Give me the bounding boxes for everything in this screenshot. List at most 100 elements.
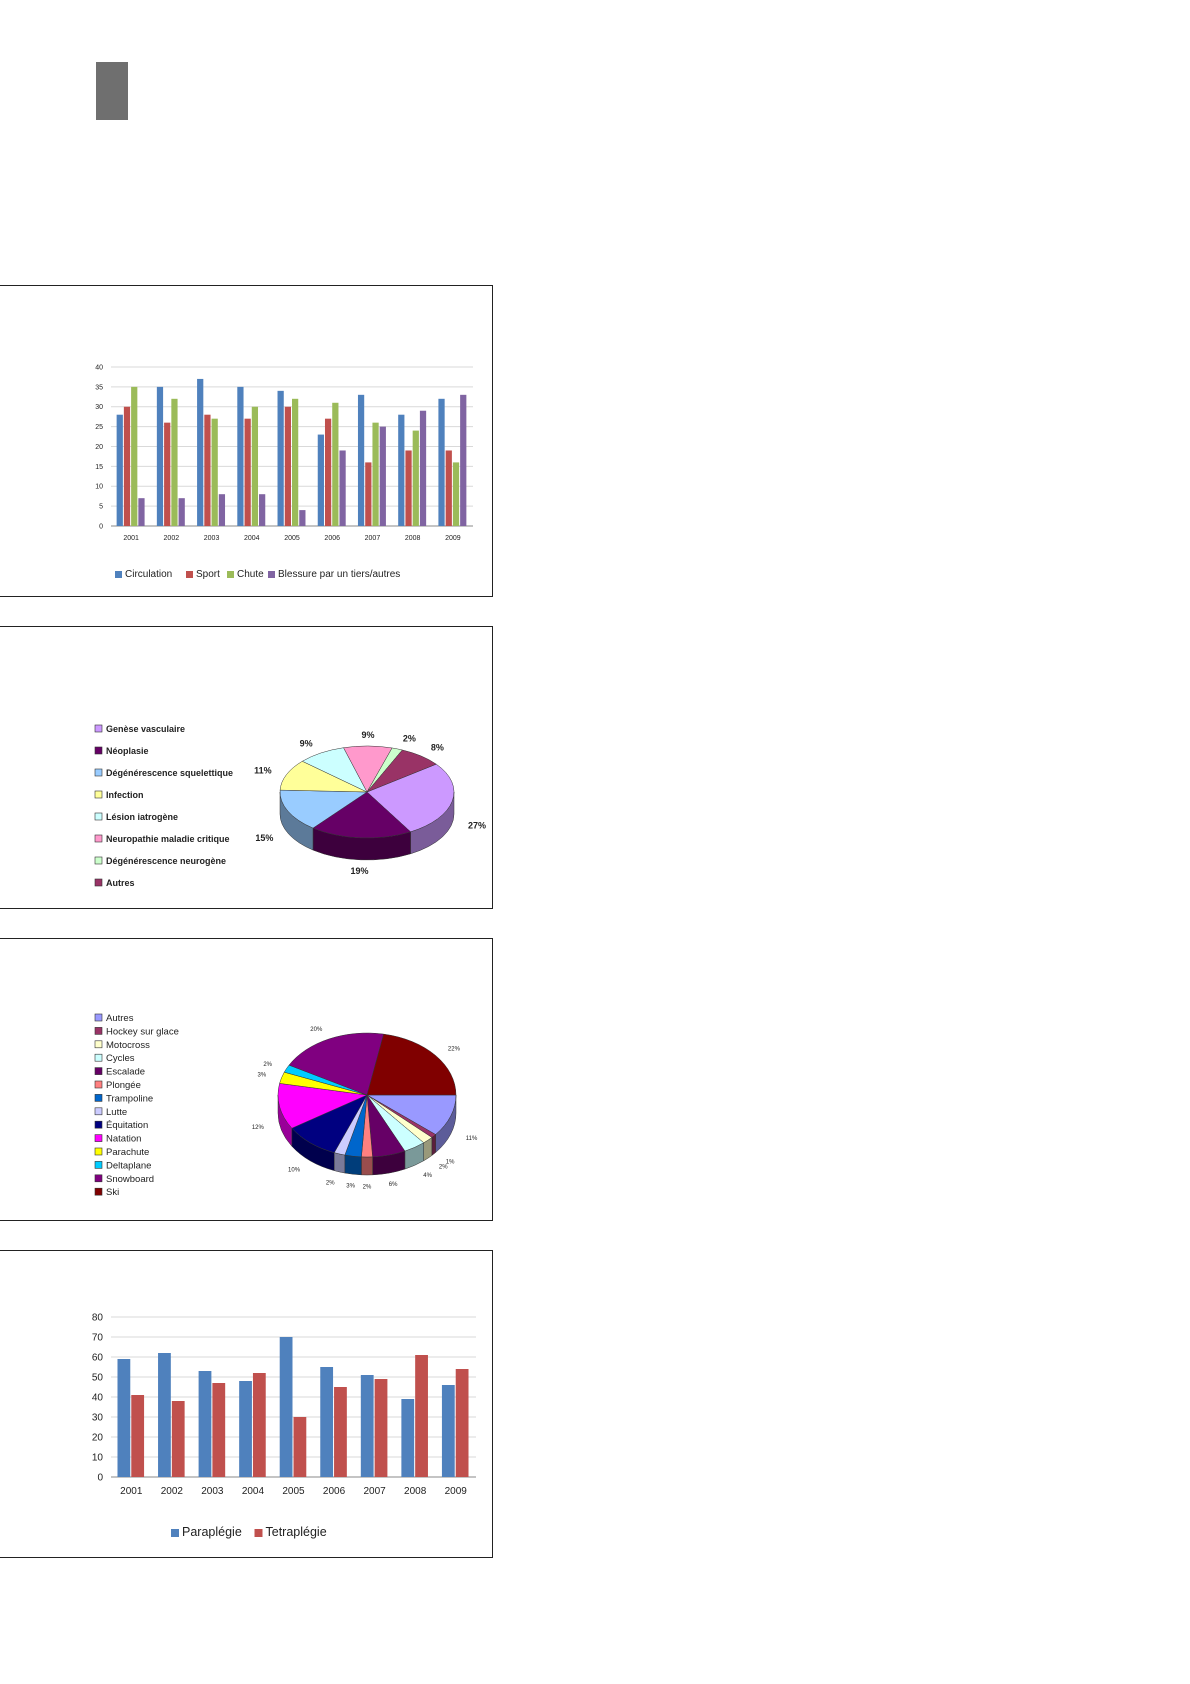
- pie-value-label: 9%: [300, 739, 313, 749]
- pie-value-label: 11%: [466, 1136, 478, 1142]
- pie-slice-gen-se-vasculaire: [366, 763, 455, 833]
- bar-circulation-2007: [357, 394, 365, 526]
- legend-label: Deltaplane: [106, 1160, 151, 1171]
- legend-swatch: [94, 1120, 103, 1129]
- bar-parapl-gie-2004: [239, 1381, 252, 1477]
- legend-label: Neuropathie maladie critique: [106, 834, 230, 844]
- pie-value-label: 2%: [363, 1184, 372, 1190]
- legend-label: Cycles: [106, 1053, 135, 1064]
- pie-value-label: 19%: [351, 866, 369, 876]
- pie-side-trampoline: [344, 1154, 362, 1176]
- legend-label: Chute: [237, 569, 264, 580]
- legend-label: Dégénérescence squelettique: [106, 768, 233, 778]
- x-tick-label: 2008: [404, 1486, 427, 1497]
- bar-blessure-par-un-tiers-autres-2006: [339, 450, 346, 526]
- legend-swatch: [254, 1529, 263, 1537]
- pie-slice-natation: [277, 1083, 368, 1129]
- legend-swatch: [94, 1027, 103, 1035]
- legend-label: Parachute: [106, 1147, 149, 1158]
- y-tick-label: 40: [95, 364, 103, 371]
- bar-blessure-par-un-tiers-autres-2003: [218, 494, 226, 526]
- legend-label: Natation: [106, 1134, 141, 1145]
- y-tick-label: 0: [99, 523, 103, 530]
- legend-swatch: [268, 571, 275, 578]
- bar-tetrapl-gie-2009: [455, 1369, 469, 1477]
- bar-blessure-par-un-tiers-autres-2008: [419, 410, 427, 526]
- bar-blessure-par-un-tiers-autres-2001: [138, 498, 145, 526]
- bar-circulation-2009: [438, 398, 445, 526]
- legend-swatch: [115, 571, 122, 578]
- x-tick-label: 2002: [161, 1486, 184, 1497]
- pie-value-label: 1%: [446, 1160, 455, 1166]
- bar-blessure-par-un-tiers-autres-2007: [379, 426, 386, 526]
- y-tick-label: 30: [92, 1413, 104, 1424]
- pie-value-label: 12%: [252, 1125, 265, 1131]
- bar-circulation-2006: [317, 434, 324, 526]
- bar-chart-causes: 0 5 10 15 20 25 30 35 40 2001 2002 2003 2004 2005 2006…: [95, 364, 473, 580]
- bar-circulation-2004: [237, 386, 244, 526]
- pie-value-label: 2%: [263, 1062, 272, 1068]
- legend-swatch: [94, 768, 103, 777]
- x-tick-label: 2003: [204, 535, 220, 542]
- pie-value-label: 4%: [423, 1173, 432, 1179]
- legend-swatch: [94, 1174, 103, 1183]
- pie-value-label: 6%: [389, 1182, 398, 1188]
- legend-swatch: [94, 1053, 103, 1062]
- x-tick-label: 2007: [363, 1486, 386, 1497]
- legend-swatch: [94, 1187, 103, 1196]
- legend-label: Dégénérescence neurogène: [106, 856, 226, 866]
- legend-label: Équitation: [106, 1120, 148, 1131]
- bar-sport-2002: [164, 422, 171, 526]
- bar-tetrapl-gie-2006: [334, 1387, 347, 1477]
- pie-side-hockey-sur-glace: [431, 1133, 436, 1156]
- legend-label: Néoplasie: [106, 746, 149, 756]
- legend-label: Trampoline: [106, 1093, 153, 1104]
- bar-blessure-par-un-tiers-autres-2002: [178, 498, 185, 526]
- pie-slice-n-oplasie: [312, 791, 412, 839]
- legend-label: Autres: [106, 878, 135, 888]
- pie-value-label: 8%: [431, 742, 444, 752]
- x-tick-label: 2006: [323, 1486, 346, 1497]
- bar-circulation-2002: [156, 386, 164, 526]
- y-tick-label: 25: [95, 424, 103, 431]
- bar-chute-2005: [292, 398, 299, 526]
- pie-value-label: 15%: [255, 833, 273, 843]
- x-tick-label: 2008: [405, 535, 421, 542]
- bar-sport-2007: [365, 462, 372, 526]
- legend-swatch: [94, 1147, 103, 1156]
- x-tick-label: 2003: [201, 1486, 224, 1497]
- pie-chart-sports: 11%1%2%4%6%2%3%2%10%12%3%2%20%22%AutresH…: [94, 1013, 478, 1198]
- y-tick-label: 80: [92, 1313, 104, 1324]
- legend-swatch: [94, 1094, 103, 1102]
- y-tick-label: 10: [92, 1453, 104, 1464]
- x-tick-label: 2007: [365, 535, 381, 542]
- bar-parapl-gie-2005: [279, 1337, 293, 1477]
- x-tick-label: 2004: [242, 1486, 265, 1497]
- y-tick-label: 35: [95, 384, 103, 391]
- pie-value-label: 27%: [468, 820, 486, 830]
- legend-swatch: [94, 1013, 103, 1022]
- legend-label: Circulation: [125, 569, 172, 580]
- pie-value-label: 11%: [254, 766, 272, 776]
- chart-panel-sport-causes: 11% 1% 2% 4% 6% 2% 3% 2% 10% 12% 3% 2% 20% 22% Autres H…: [0, 938, 493, 1221]
- y-tick-label: 40: [92, 1393, 104, 1404]
- bar-circulation-2005: [277, 390, 284, 526]
- pie-value-label: 10%: [288, 1168, 301, 1174]
- legend-swatch: [94, 1134, 103, 1142]
- bar-blessure-par-un-tiers-autres-2004: [259, 494, 266, 526]
- y-tick-label: 10: [95, 484, 103, 491]
- y-tick-label: 0: [97, 1473, 103, 1484]
- chart-panel-causes-by-year: 0 5 10 15 20 25 30 35 40 2001 2002 2003 2004 2005 2006…: [0, 285, 493, 597]
- bar-chute-2008: [412, 430, 419, 526]
- bar-sport-2001: [123, 406, 131, 526]
- pie-value-label: 20%: [310, 1027, 323, 1033]
- legend-label: Escalade: [106, 1067, 145, 1078]
- bar-chute-2001: [131, 386, 138, 526]
- legend-swatch: [94, 856, 103, 865]
- pie-side-lutte: [333, 1152, 346, 1174]
- legend-label: Infection: [106, 790, 144, 800]
- pie-value-label: 2%: [326, 1181, 335, 1187]
- y-tick-label: 30: [95, 404, 103, 411]
- x-tick-label: 2001: [120, 1486, 143, 1497]
- pie-chart-nontraumatic: 27% 19% 15% 11% 9% 9% 2% 8% Genèse vasculaire Néo…: [94, 724, 486, 888]
